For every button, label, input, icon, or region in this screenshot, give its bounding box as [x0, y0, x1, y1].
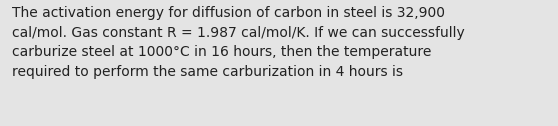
Text: The activation energy for diffusion of carbon in steel is 32,900
cal/mol. Gas co: The activation energy for diffusion of c… [12, 6, 465, 79]
